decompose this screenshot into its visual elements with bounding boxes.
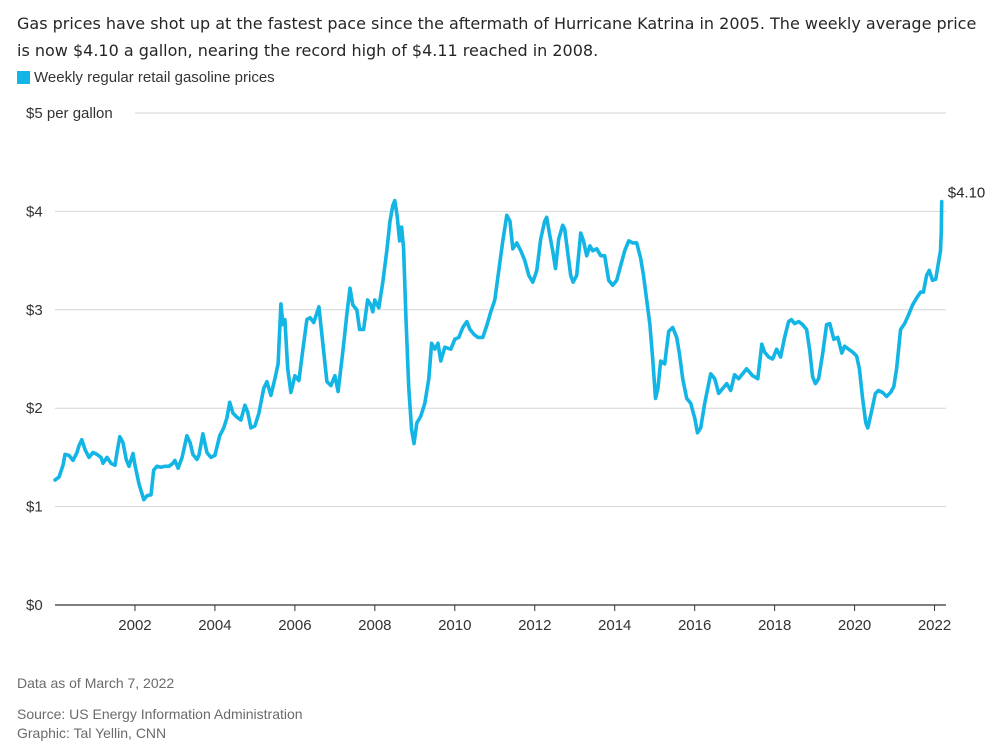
legend-swatch: [17, 71, 30, 84]
chart-subtitle: Gas prices have shot up at the fastest p…: [17, 14, 977, 60]
data-as-of-note: Data as of March 7, 2022: [17, 675, 175, 691]
x-tick-label-2004: 2004: [198, 617, 231, 634]
x-tick-label-2016: 2016: [678, 617, 711, 634]
x-axis: 2002 2004 2006 2008 2010 2012 2014 2016 2018 2020…: [118, 605, 951, 634]
y-tick-label-3: $3: [26, 302, 43, 319]
x-tick-label-2008: 2008: [358, 617, 391, 634]
x-tick-label-2010: 2010: [438, 617, 471, 634]
x-tick-label-2002: 2002: [118, 617, 151, 634]
x-tick-label-2022: 2022: [918, 617, 951, 634]
y-tick-label-2: $2: [26, 400, 43, 417]
chart-legend: Weekly regular retail gasoline prices: [17, 69, 275, 86]
annotations: $4.10: [948, 185, 986, 202]
y-axis-labels: $0 $1 $2 $3 $4 $5 per gallon: [26, 105, 113, 614]
end-value-label: $4.10: [948, 185, 986, 202]
series-layer: [53, 198, 944, 502]
line-chart: $0 $1 $2 $3 $4 $5 per gallon 2002 2004 2006 2008…: [26, 105, 986, 634]
x-tick-label-2020: 2020: [838, 617, 871, 634]
y-tick-label-5: $5 per gallon: [26, 105, 113, 122]
y-tick-label-4: $4: [26, 203, 43, 220]
y-tick-label-0: $0: [26, 597, 43, 614]
grid-lines: [55, 112, 946, 606]
source-note: Source: US Energy Information Administra…: [17, 706, 303, 722]
x-tick-label-2018: 2018: [758, 617, 791, 634]
x-tick-label-2012: 2012: [518, 617, 551, 634]
legend-label: Weekly regular retail gasoline prices: [34, 69, 275, 86]
x-tick-label-2014: 2014: [598, 617, 631, 634]
graphic-credit: Graphic: Tal Yellin, CNN: [17, 725, 167, 741]
x-tick-label-2006: 2006: [278, 617, 311, 634]
y-tick-label-1: $1: [26, 499, 43, 516]
series-line-gas-price: [53, 198, 944, 502]
